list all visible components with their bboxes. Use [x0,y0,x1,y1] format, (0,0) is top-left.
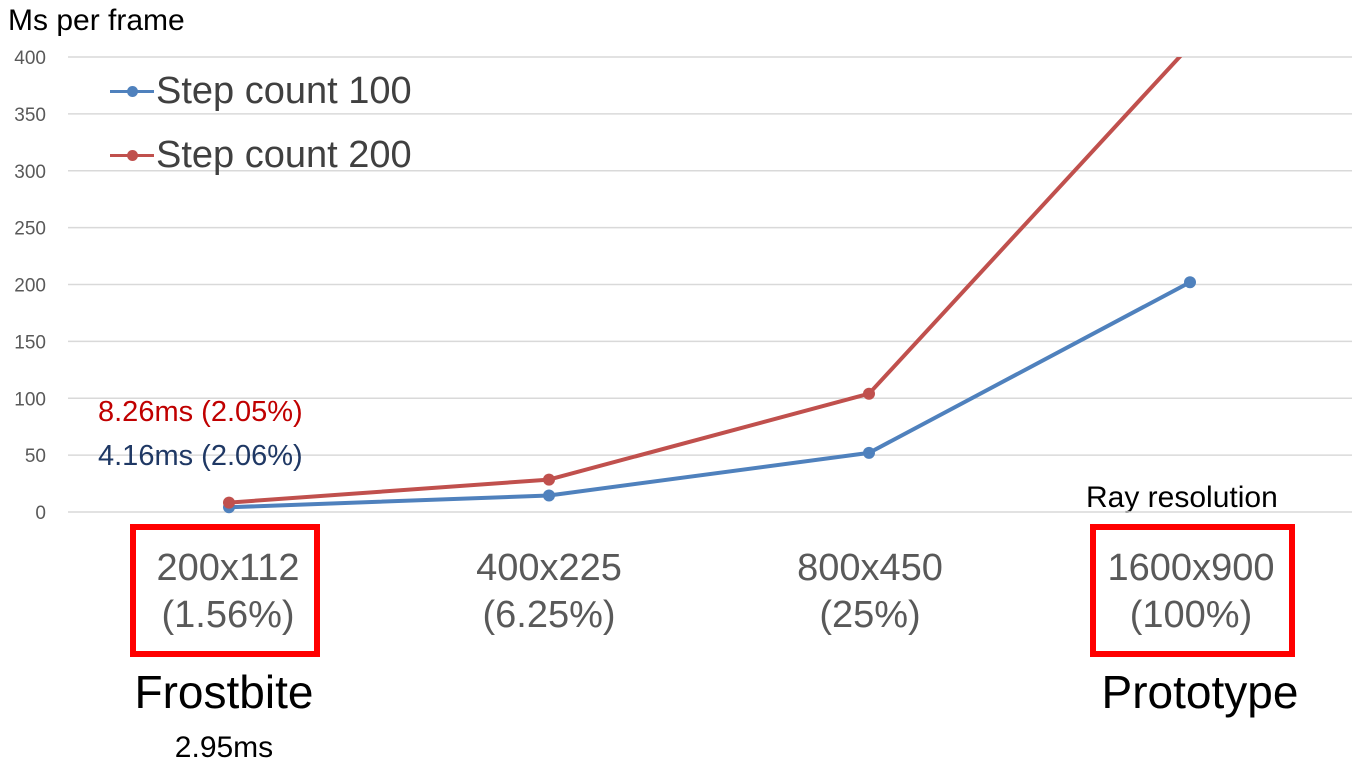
data-point [1184,276,1196,289]
category-name: 800x450 [797,547,943,589]
y-tick-label: 250 [14,219,46,240]
category-subtitle: (25%) [819,594,921,636]
category-subtitle: (1.56%) [161,594,295,636]
category-label-1600x900: 1600x900 (100%) [1091,545,1291,639]
data-point [223,496,235,509]
highlight-box-prototype [1090,524,1295,657]
data-point [863,446,875,459]
data-point [863,387,875,400]
y-tick-label: 100 [14,389,46,410]
category-name: 400x225 [476,547,622,589]
y-tick-label: 0 [35,503,46,524]
category-label-800x450: 800x450 (25%) [770,545,970,639]
category-label-400x225: 400x225 (6.25%) [449,545,649,639]
y-tick-label: 300 [14,162,46,183]
line-chart: 0 50 100 150 200 250 300 350 400 [14,48,1352,524]
y-axis-title: Ms per frame [8,4,185,37]
data-point [543,489,555,502]
series-line-step-100 [228,280,1191,510]
y-tick-label: 150 [14,332,46,353]
x-axis-title: Ray resolution [1086,481,1278,514]
annotation-step-100-first: 4.16ms (2.06%) [98,440,303,472]
category-name: 200x112 [156,547,300,589]
category-name: 1600x900 [1107,547,1275,589]
legend-swatch-step-100 [110,85,154,97]
highlight-box-frostbite [130,524,320,657]
data-point [543,473,555,486]
legend-entry-step-200: Step count 200 [110,133,412,176]
category-subtitle: (6.25%) [482,594,616,636]
frostbite-label: Frostbite [134,666,314,718]
y-tick-label: 50 [25,446,46,467]
category-subtitle: (100%) [1129,594,1253,636]
legend-entry-step-100: Step count 100 [110,69,412,112]
y-tick-label: 200 [14,276,46,297]
legend-label-step-100: Step count 100 [156,69,412,112]
series-line-step-200 [228,57,1183,505]
category-label-200x112: 200x112 (1.56%) [128,545,328,639]
prototype-label: Prototype [1101,666,1299,718]
legend-label-step-200: Step count 200 [156,133,412,176]
annotation-step-200-first: 8.26ms (2.05%) [98,396,303,428]
frostbite-time: 2.95ms [174,731,274,764]
y-tick-label: 350 [14,105,46,126]
legend-swatch-step-200 [110,149,154,161]
y-tick-label: 400 [14,48,46,69]
